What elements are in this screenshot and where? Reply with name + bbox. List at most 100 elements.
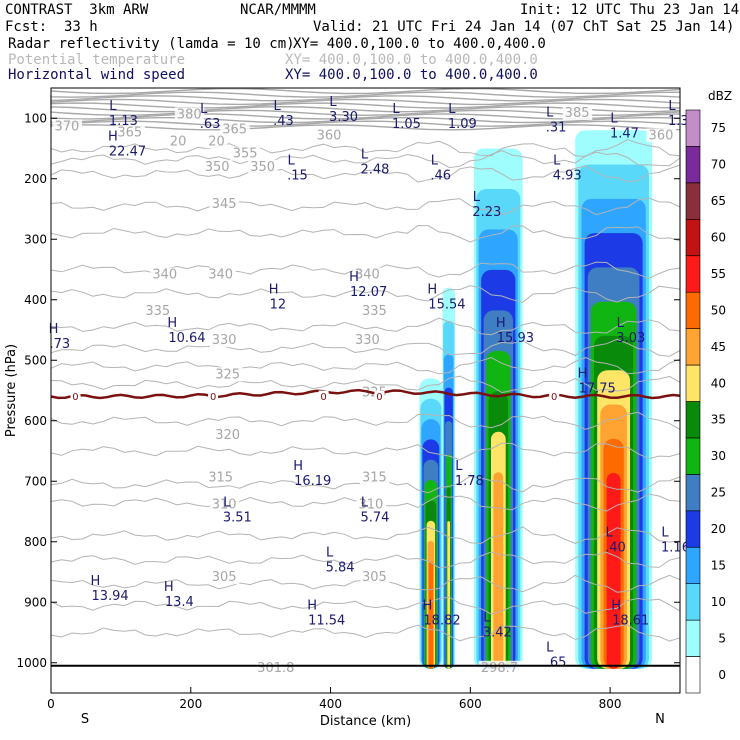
wind-extremum-value: 1.78 [455,474,484,489]
wind-extremum-low: L [455,459,463,474]
theta-label: 305 [212,570,237,585]
colorbar-swatch [685,291,701,329]
colorbar-swatch [685,109,701,147]
header-fcst-value: 33 h [64,19,98,35]
theta-label-bg [115,125,145,140]
y-tick-label: 900 [24,595,47,609]
wind-extremum-high: H [164,580,174,595]
wind-extremum-low: L [546,105,554,120]
colorbar-level-label: 25 [711,486,726,500]
theta-label-bg [562,106,593,120]
wind-extremum-low: L [483,610,491,625]
y-tick-label: 700 [24,474,47,488]
theta-label-bg [209,332,240,347]
theta-label: 340 [355,268,380,283]
wind-extremum-low: L [473,190,481,205]
wind-extremum-high: H [611,598,621,613]
wind-extremum-value: 22.47 [109,144,146,159]
y-tick-label: 200 [24,172,47,186]
freezing-label-bg [70,390,81,402]
field-wind-label: Horizontal wind speed [8,67,186,83]
wind-extremum-value: 13.4 [165,595,194,610]
theta-label: 330 [355,333,380,348]
colorbar-swatch [685,619,701,657]
theta-contour [50,197,681,216]
theta-label-bg [353,332,383,347]
theta-label: 350 [205,160,230,175]
wind-extremum-value: .73 [50,337,71,352]
colorbar-level-label: 55 [711,267,726,281]
colorbar-level-label: 50 [711,303,726,317]
theta-label: 335 [362,304,387,319]
theta-label-bg [209,497,240,512]
wind-extremum-value: .40 [605,541,626,556]
freezing-level-label: 0 [320,392,326,403]
freezing-level-label: 0 [210,392,216,403]
colorbar-level-label: 30 [711,449,726,463]
colorbar-swatch [685,146,701,184]
wind-extremum-low: L [553,154,561,169]
theta-label: 20 [170,134,187,149]
wind-extremum-low: L [546,641,554,656]
wind-extremum-value: .65 [546,656,567,671]
field-theta-label: Potential temperature [8,52,186,68]
wind-extremum-low: L [361,148,369,163]
colorbar-level-label: 15 [711,559,726,573]
theta-label-bg [356,497,386,512]
theta-label: 360 [649,128,674,143]
theta-label: 370 [54,119,79,134]
wind-extremum-value: 1.47 [610,126,639,141]
theta-label: 360 [317,128,342,143]
theta-contour [50,411,681,430]
colorbar-level-label: 65 [711,194,726,208]
theta-label-bg [360,570,390,585]
wind-extremum-value: 3.03 [616,331,645,346]
theta-contour [50,139,681,158]
theta-label-bg [220,122,250,137]
header-valid: Valid: 21 UTC Fri 24 Jan 14 (07 ChT Sat … [313,19,735,35]
wind-extremum-value: 16.19 [294,474,331,489]
colorbar-level-label: 0 [718,668,726,682]
wind-extremum-high: H [578,367,588,382]
colorbar-swatch [685,474,701,512]
theta-contour [50,596,681,615]
theta-label-bg [206,134,228,149]
y-tick-label: 300 [24,232,47,246]
field-theta-xy: XY= 400.0,100.0 to 400.0,400.0 [285,52,538,68]
colorbar-swatch [685,182,701,220]
x-tick-label: 800 [599,697,622,711]
y-axis-title: Pressure (hPa) [4,344,19,437]
wind-extremum-value: 12 [270,298,287,313]
theta-label-bg [213,427,243,442]
y-tick-label: 1000 [16,656,47,670]
wind-extremum-low: L [617,316,625,331]
theta-label-bg [213,367,243,382]
header-init: Init: 12 UTC Thu 23 Jan 14 [520,2,740,18]
reflectivity-band [447,521,450,669]
freezing-label-bg [549,390,560,402]
wind-extremum-high: H [427,283,437,298]
theta-label: 340 [208,268,233,283]
wind-extremum-high: H [293,459,303,474]
theta-label: 20 [208,134,225,149]
theta-contour [50,526,681,545]
theta-contour [50,285,681,303]
wind-extremum-low: L [392,102,400,117]
wind-extremum-value: 12.07 [350,285,387,300]
theta-label-bg [314,128,345,143]
y-tick-label: 600 [24,414,47,428]
wind-extremum-high: H [167,316,177,331]
theta-contour [50,338,681,357]
theta-label: 301.8 [257,661,294,676]
wind-extremum-value: 17.75 [579,382,616,397]
header-org: NCAR/MMMM [240,2,316,18]
wind-extremum-low: L [361,495,369,510]
wind-extremum-value: .46 [430,169,451,184]
wind-extremum-value: 15.54 [428,298,465,313]
theta-label: 340 [152,268,177,283]
reflectivity-band [606,473,621,669]
wind-extremum-high: H [423,598,433,613]
theta-contour-upper [50,91,681,98]
theta-label-bg [209,196,240,211]
wind-extremum-value: 5.84 [326,561,355,576]
